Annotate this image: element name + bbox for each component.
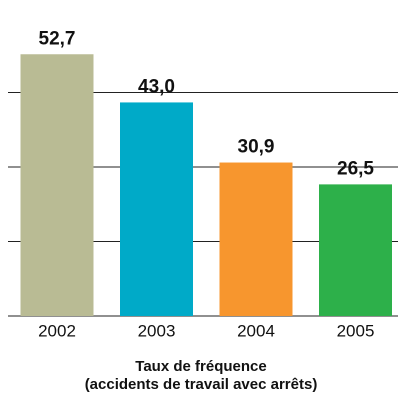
value-label: 52,7 <box>39 28 76 49</box>
bar <box>319 184 392 316</box>
bar <box>219 162 293 316</box>
x-tick-label: 2005 <box>337 321 375 340</box>
x-tick-label: 2002 <box>38 321 76 340</box>
bar <box>20 54 94 317</box>
axis-label: (accidents de travail avec arrêts) <box>85 376 318 393</box>
bar <box>120 102 193 316</box>
x-tick-label: 2004 <box>237 321 275 340</box>
axis-label: Taux de fréquence <box>135 358 266 375</box>
value-label: 26,5 <box>337 158 374 179</box>
value-label: 30,9 <box>238 137 275 158</box>
value-label: 43,0 <box>138 76 175 97</box>
x-tick-label: 2003 <box>138 321 176 340</box>
